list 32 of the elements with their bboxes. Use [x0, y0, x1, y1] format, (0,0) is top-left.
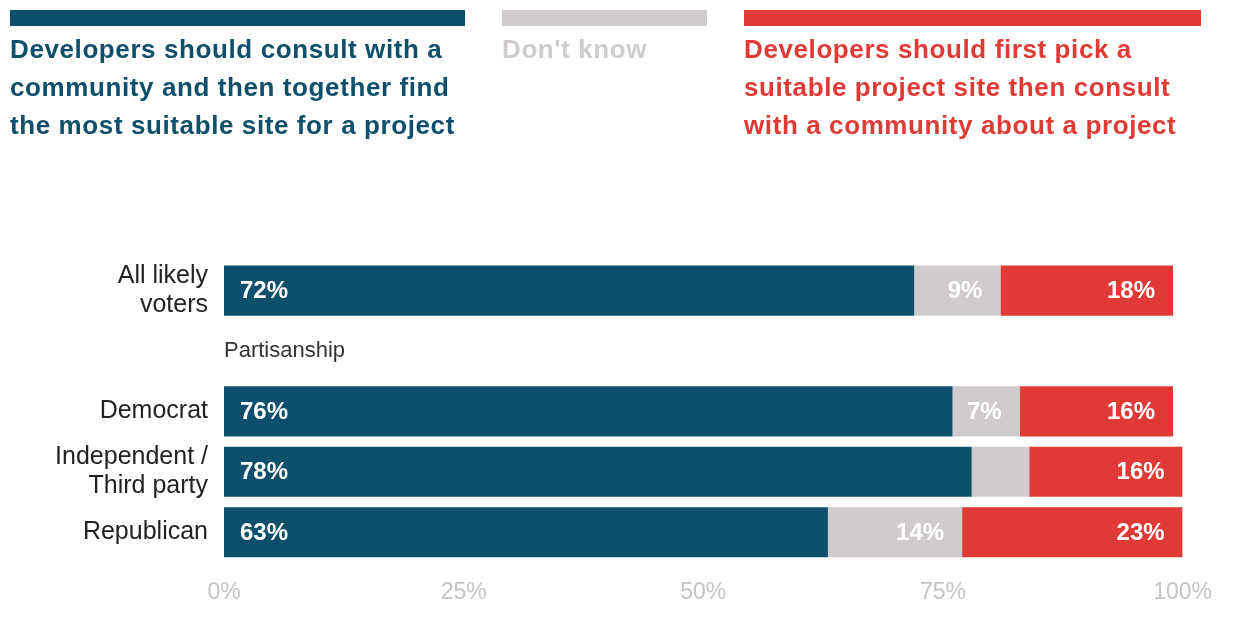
text: Developers should consult with a community and then together find the most suitable site for a project — [10, 33, 456, 142]
bar — [224, 507, 828, 558]
data-label: 16% — [1106, 397, 1155, 425]
y-tick-label: All likely voters — [117, 260, 209, 317]
bar — [224, 446, 972, 497]
x-tick-label: 25% — [440, 577, 487, 604]
x-tick-label: 0% — [207, 577, 241, 604]
data-label: 23% — [1116, 517, 1165, 545]
y-tick-label: Republican — [82, 516, 208, 545]
bar — [962, 507, 1183, 558]
x-tick-label: 50% — [680, 577, 727, 604]
data-label: 18% — [1106, 276, 1155, 304]
x-tick-label: 75% — [919, 577, 966, 604]
text: Developers should first pick a suitable project site then consult with a community about a project — [744, 33, 1178, 142]
bar — [952, 386, 1020, 437]
bar — [224, 386, 953, 437]
bar — [914, 265, 1001, 316]
x-tick-label: 100% — [1153, 577, 1212, 604]
y-tick-label: Democrat — [99, 395, 209, 424]
data-label: 63% — [240, 517, 289, 545]
data-label: 76% — [240, 397, 289, 425]
annotation: Partisanship — [224, 337, 346, 363]
bar — [971, 446, 1030, 497]
y-tick-label: Independent / Third party — [55, 441, 209, 499]
bar — [1000, 265, 1173, 316]
data-label: 78% — [240, 457, 289, 485]
bar — [827, 507, 963, 558]
data-label: 16% — [1116, 457, 1165, 485]
bar — [1029, 446, 1183, 497]
bar — [1019, 386, 1173, 437]
data-label: 72% — [240, 276, 289, 304]
bar — [224, 265, 915, 316]
